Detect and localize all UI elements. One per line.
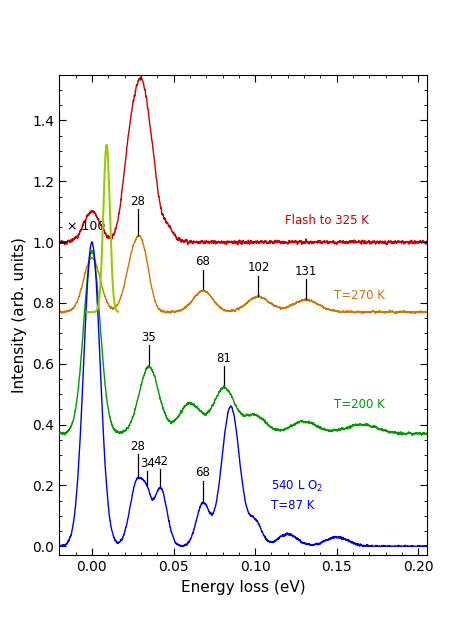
Text: 540 L O$_2$: 540 L O$_2$ (272, 479, 324, 494)
Text: 28: 28 (130, 195, 145, 208)
Text: × 100: × 100 (67, 220, 106, 233)
Text: 102: 102 (247, 261, 270, 275)
Text: T=87 K: T=87 K (272, 499, 315, 512)
Text: Flash to 325 K: Flash to 325 K (284, 215, 368, 227)
Text: T=270 K: T=270 K (334, 289, 384, 302)
Text: 28: 28 (130, 440, 145, 452)
Text: 35: 35 (142, 331, 156, 344)
X-axis label: Energy loss (eV): Energy loss (eV) (181, 580, 305, 595)
Text: 68: 68 (195, 466, 210, 479)
Text: 81: 81 (217, 352, 232, 365)
Text: T=200 K: T=200 K (334, 398, 384, 411)
Text: 68: 68 (195, 255, 210, 268)
Y-axis label: Intensity (arb. units): Intensity (arb. units) (12, 237, 27, 393)
Text: 131: 131 (295, 265, 317, 278)
Text: 34: 34 (140, 457, 155, 470)
Text: 42: 42 (153, 455, 168, 467)
